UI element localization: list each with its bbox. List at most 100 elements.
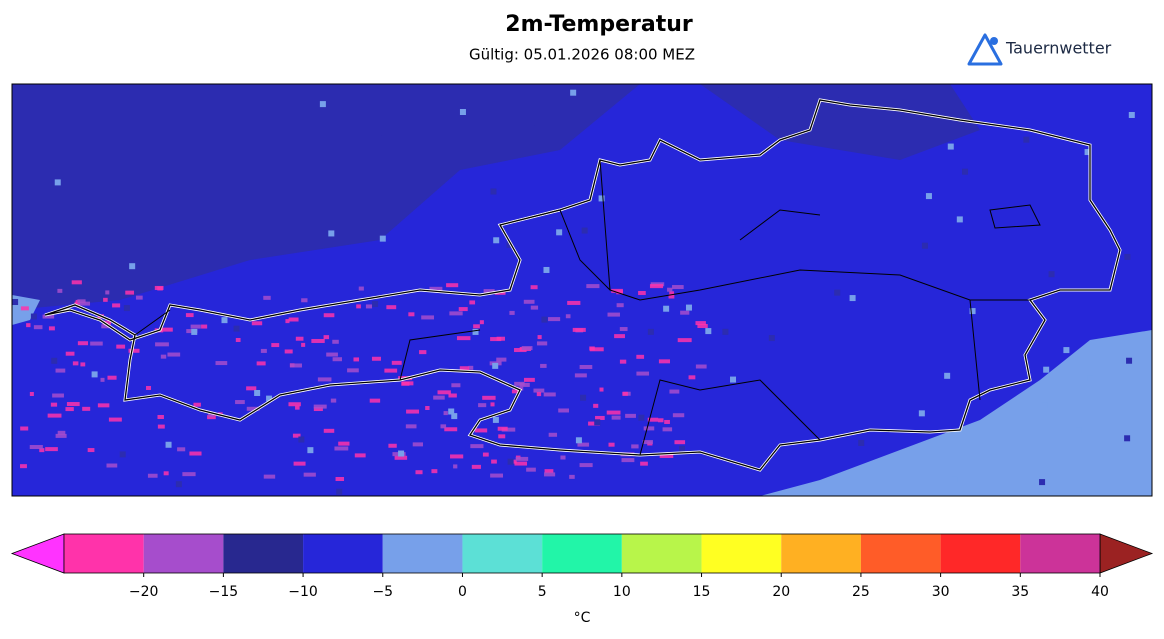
speckle	[26, 323, 31, 328]
speckle	[621, 458, 635, 463]
speckle	[293, 461, 306, 466]
speckle	[177, 447, 186, 452]
speckle	[453, 464, 458, 469]
colorbar: −20 −15 −10 −5 0 5 10 15 20 25 30 35 40	[10, 533, 1154, 600]
speckle	[384, 368, 398, 373]
speckle	[190, 324, 201, 329]
speckle	[1124, 253, 1131, 260]
speckle	[469, 300, 476, 305]
speckle	[669, 389, 680, 394]
speckle	[33, 325, 43, 330]
speckle	[394, 455, 408, 460]
speckle	[347, 368, 359, 373]
speckle	[129, 263, 136, 270]
speckle	[401, 381, 414, 386]
speckle	[599, 387, 604, 392]
speckle	[288, 317, 299, 322]
speckle	[87, 448, 95, 453]
speckle	[105, 290, 110, 295]
speckle	[697, 324, 708, 329]
speckle	[514, 381, 525, 386]
speckle	[369, 398, 381, 403]
speckle	[295, 336, 304, 341]
colorbar-tick-label: 10	[613, 584, 631, 600]
speckle	[201, 324, 208, 329]
speckle	[918, 410, 925, 417]
speckle	[326, 352, 338, 357]
speckle	[163, 471, 169, 476]
speckle	[677, 338, 692, 343]
speckle	[391, 360, 402, 365]
speckle	[323, 313, 335, 318]
speckle	[106, 463, 118, 468]
speckle	[575, 437, 582, 444]
colorbar-segment	[542, 534, 622, 573]
speckle	[589, 347, 604, 352]
speckle	[1126, 357, 1133, 364]
speckle	[78, 301, 91, 306]
speckle	[215, 361, 228, 366]
colorbar-tick-label: 40	[1091, 584, 1109, 600]
speckle	[925, 193, 932, 200]
speckle	[47, 287, 54, 294]
speckle	[415, 470, 423, 475]
speckle	[12, 299, 19, 306]
speckle	[543, 392, 556, 397]
speckle	[608, 442, 615, 447]
speckle	[263, 295, 271, 300]
speckle	[303, 472, 316, 477]
colorbar-segment	[462, 534, 543, 573]
colorbar-segment	[621, 534, 702, 573]
speckle	[662, 427, 673, 432]
speckle	[285, 319, 290, 324]
colorbar-tick-label: 20	[772, 584, 790, 600]
speckle	[619, 359, 627, 364]
speckle	[336, 488, 343, 495]
colorbar-tick-label: 15	[693, 584, 711, 600]
speckle	[313, 407, 323, 412]
speckle	[478, 403, 487, 408]
speckle	[649, 284, 664, 289]
speckle	[688, 375, 696, 380]
speckle	[72, 361, 79, 366]
colorbar-frame	[63, 533, 1101, 574]
speckle	[307, 447, 314, 454]
speckle	[685, 304, 692, 311]
speckle	[233, 325, 240, 332]
colorbar-tick-label: 35	[1011, 584, 1029, 600]
speckle	[288, 402, 301, 407]
speckle	[577, 442, 590, 447]
speckle	[594, 419, 601, 426]
speckle	[80, 362, 86, 367]
speckle	[471, 464, 481, 469]
speckle	[631, 444, 639, 449]
speckle	[191, 328, 198, 335]
speckle	[625, 413, 636, 418]
speckle	[586, 284, 600, 289]
speckle	[664, 419, 670, 424]
speckle	[643, 426, 655, 431]
speckle	[962, 168, 969, 175]
speckle	[77, 299, 86, 304]
speckle	[20, 306, 29, 311]
colorbar-under	[10, 533, 65, 574]
speckle	[658, 418, 664, 423]
speckle	[533, 388, 545, 393]
speckle	[334, 446, 349, 451]
speckle	[47, 413, 62, 418]
field-light	[760, 330, 1152, 496]
colorbar-segment	[382, 534, 463, 573]
speckle	[492, 362, 499, 369]
title: 2m-Temperatur	[505, 12, 693, 37]
speckle	[674, 440, 686, 445]
speckle	[572, 327, 586, 332]
speckle	[328, 230, 335, 237]
speckle	[1023, 136, 1030, 143]
speckle	[319, 101, 326, 108]
speckle	[947, 143, 954, 150]
speckle	[57, 288, 63, 293]
speckle	[20, 464, 27, 469]
speckle	[405, 424, 417, 429]
speckle	[429, 286, 443, 291]
